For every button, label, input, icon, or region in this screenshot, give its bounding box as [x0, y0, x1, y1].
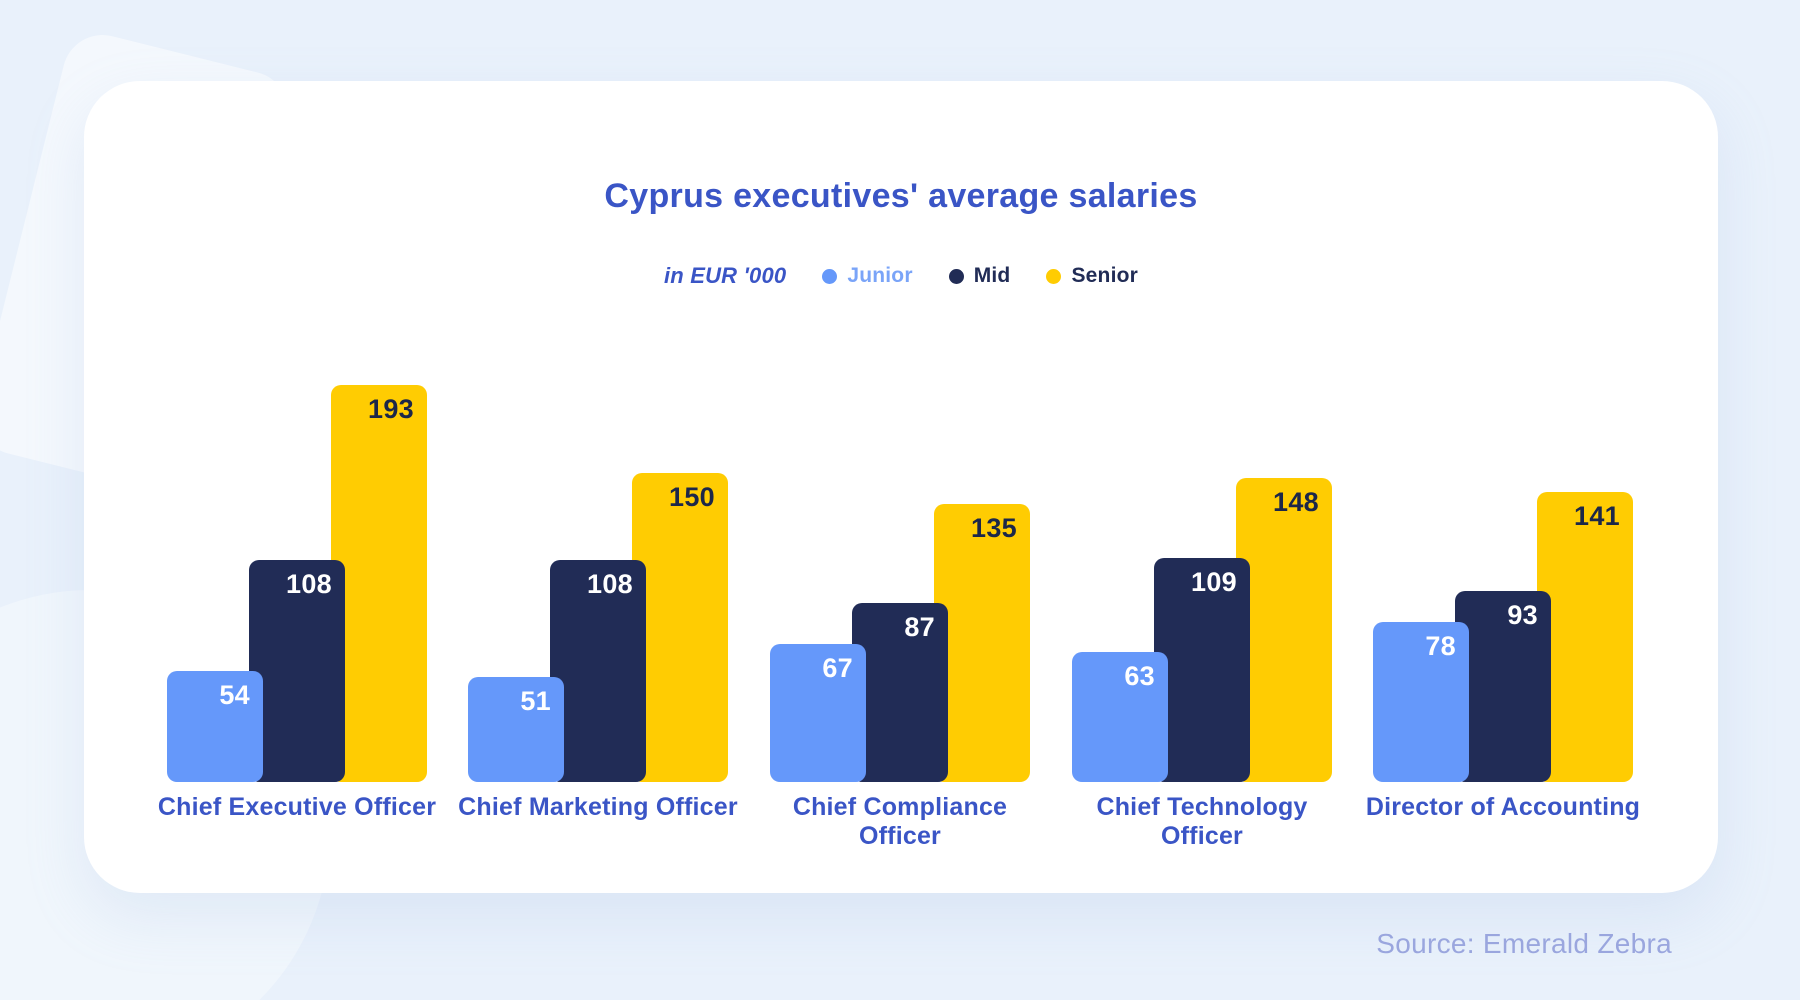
bar-junior: 78	[1373, 622, 1469, 782]
legend-label-senior: Senior	[1071, 264, 1139, 287]
legend-label-junior: Junior	[847, 264, 913, 287]
bar-group-director-of-accounting: 78 93 141	[1373, 352, 1633, 782]
bar-group-chief-compliance-officer: 67 87 135	[770, 352, 1030, 782]
category-label: Chief Compliance Officer	[792, 793, 1008, 850]
bar-value-label: 78	[1425, 631, 1456, 661]
bar-group-chief-executive-officer: 54 108 193	[167, 352, 427, 782]
legend-item-mid: Mid	[948, 264, 1011, 288]
bar-senior: 141	[1537, 492, 1633, 782]
category-label: Chief Technology Officer	[1096, 793, 1308, 850]
category-label: Chief Executive Officer	[157, 793, 437, 821]
category-label: Chief Marketing Officer	[458, 793, 738, 821]
bar-value-label: 67	[822, 653, 853, 683]
unit-label: in EUR '000	[663, 263, 787, 288]
bar-value-label: 108	[286, 569, 332, 599]
legend: in EUR '000 Junior Mid Senior	[84, 261, 1718, 291]
chart-card: Cyprus executives' average salaries in E…	[84, 81, 1718, 893]
bar-mid: 93	[1455, 591, 1551, 782]
bar-value-label: 51	[520, 686, 551, 716]
senior-dot-icon	[1046, 268, 1062, 284]
bar-value-label: 93	[1507, 600, 1538, 630]
bar-group-chief-technology-officer: 63 109 148	[1072, 352, 1332, 782]
legend-item-senior: Senior	[1046, 264, 1138, 288]
bar-value-label: 63	[1124, 661, 1155, 691]
bar-chart: 54 108 193 51 108 150 67	[84, 81, 1718, 782]
category-label: Director of Accounting	[1365, 793, 1641, 821]
bar-senior: 135	[934, 504, 1030, 782]
bar-value-label: 150	[669, 482, 715, 512]
bar-junior: 63	[1072, 652, 1168, 782]
bar-senior: 150	[632, 473, 728, 782]
bar-value-label: 193	[368, 394, 414, 424]
mid-dot-icon	[948, 268, 964, 284]
bar-mid: 87	[852, 603, 948, 782]
bar-value-label: 135	[971, 513, 1017, 543]
chart-title: Cyprus executives' average salaries	[604, 177, 1198, 215]
bar-senior: 148	[1236, 478, 1332, 782]
bar-value-label: 54	[219, 680, 250, 710]
bar-senior: 193	[331, 385, 427, 782]
bar-value-label: 87	[904, 612, 935, 642]
legend-label-mid: Mid	[973, 264, 1011, 287]
bar-junior: 51	[468, 677, 564, 782]
bar-group-chief-marketing-officer: 51 108 150	[468, 352, 728, 782]
bar-mid: 109	[1154, 558, 1250, 782]
junior-dot-icon	[822, 268, 838, 284]
bar-value-label: 141	[1574, 501, 1620, 531]
bar-value-label: 108	[587, 569, 633, 599]
bar-junior: 67	[770, 644, 866, 782]
bar-mid: 108	[550, 560, 646, 782]
category-axis: Chief Executive Officer Chief Marketing …	[84, 793, 1718, 850]
source-attribution: Source: Emerald Zebra	[1376, 928, 1672, 959]
bar-junior: 54	[167, 671, 263, 782]
bar-mid: 108	[249, 560, 345, 782]
bar-value-label: 148	[1273, 487, 1319, 517]
bar-value-label: 109	[1191, 567, 1237, 597]
legend-item-junior: Junior	[822, 264, 913, 288]
